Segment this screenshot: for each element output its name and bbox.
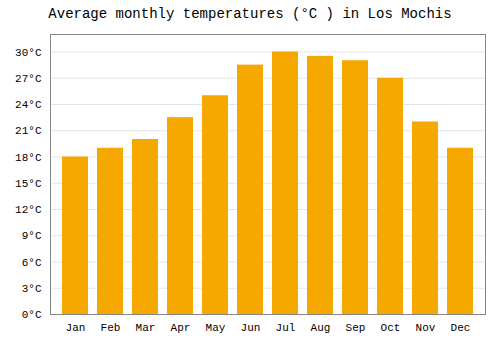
svg-text:18°C: 18°C xyxy=(15,152,42,164)
svg-text:15°C: 15°C xyxy=(15,178,42,190)
svg-text:Nov: Nov xyxy=(416,322,436,334)
svg-text:Aug: Aug xyxy=(311,322,331,334)
svg-text:Sep: Sep xyxy=(346,322,366,334)
svg-text:Mar: Mar xyxy=(136,322,156,334)
svg-text:24°C: 24°C xyxy=(15,99,42,111)
svg-text:Jun: Jun xyxy=(241,322,261,334)
svg-text:Jul: Jul xyxy=(276,322,296,334)
svg-text:Apr: Apr xyxy=(171,322,191,334)
svg-text:6°C: 6°C xyxy=(22,257,42,269)
svg-text:May: May xyxy=(206,322,226,334)
svg-text:21°C: 21°C xyxy=(15,125,42,137)
svg-text:Dec: Dec xyxy=(451,322,471,334)
svg-text:Oct: Oct xyxy=(381,322,401,334)
svg-text:Jan: Jan xyxy=(66,322,86,334)
svg-text:0°C: 0°C xyxy=(22,309,42,321)
svg-text:9°C: 9°C xyxy=(22,230,42,242)
svg-text:Feb: Feb xyxy=(101,322,121,334)
svg-text:3°C: 3°C xyxy=(22,283,42,295)
svg-text:30°C: 30°C xyxy=(15,47,42,59)
svg-text:27°C: 27°C xyxy=(15,73,42,85)
svg-text:12°C: 12°C xyxy=(15,204,42,216)
html-text:Average monthly temperatures (: Average monthly temperatures (°C ) in Lo… xyxy=(48,6,452,22)
